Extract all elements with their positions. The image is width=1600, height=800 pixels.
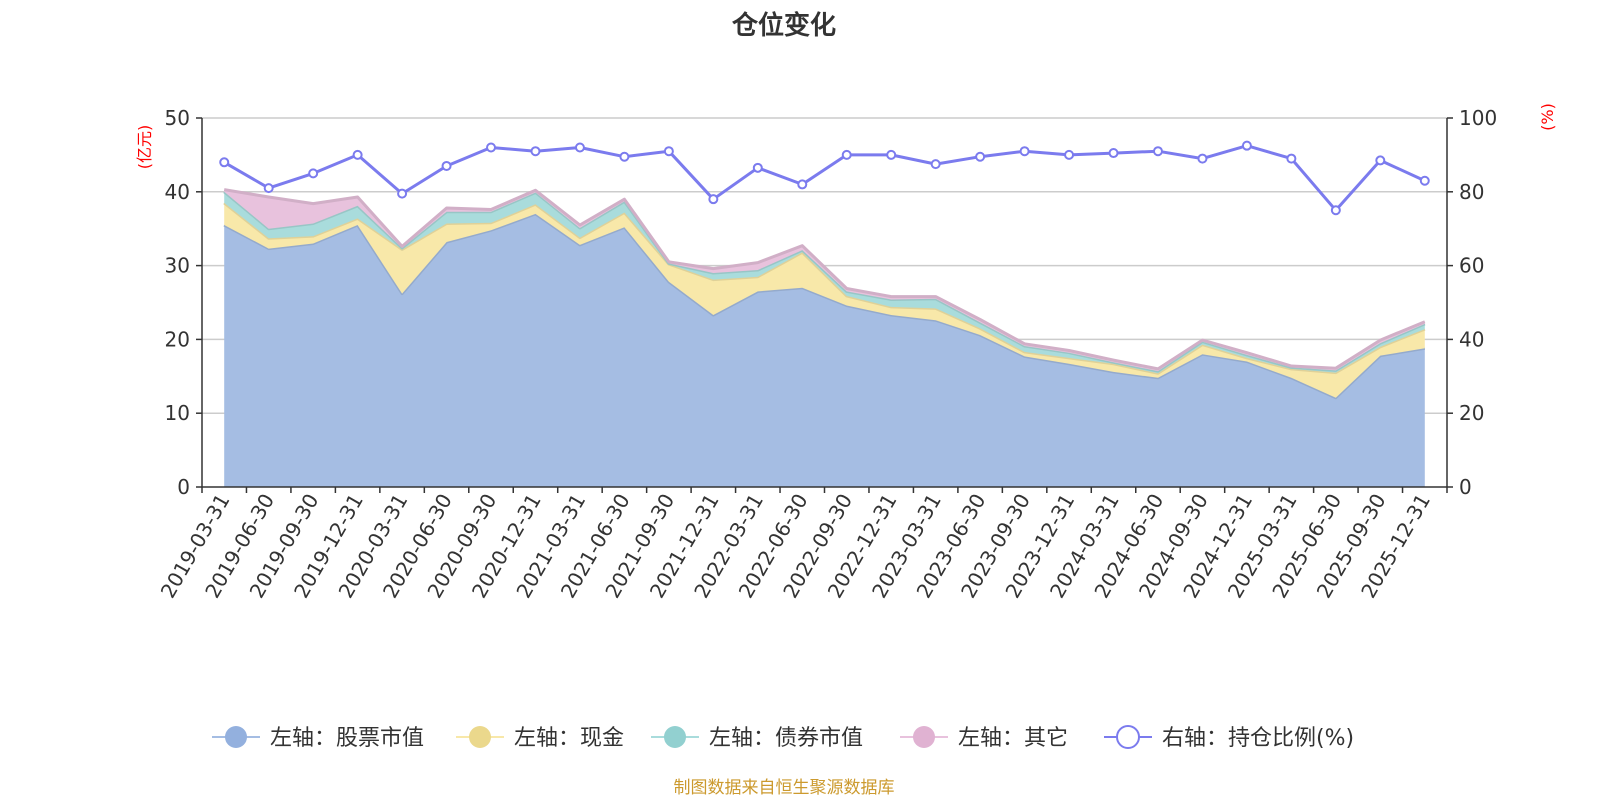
left-tick-label: 30 — [165, 254, 190, 278]
ratio-point — [219, 157, 230, 168]
ratio-line-path — [223, 144, 1426, 212]
legend: 左轴：股票市值 左轴：现金 左轴：债券市值 左轴：其它 右轴：持仓比例(%) — [212, 725, 1354, 751]
left-tick-label: 10 — [165, 401, 190, 425]
ratio-point — [663, 146, 674, 157]
legend-marker — [664, 726, 686, 748]
ratio-point — [752, 162, 763, 173]
stacked-areas — [223, 188, 1426, 487]
ratio-point — [1064, 149, 1075, 160]
legend-label: 左轴：股票市值 — [270, 726, 424, 751]
area-edge-左轴：其它 — [223, 188, 1426, 371]
ratio-point — [841, 149, 852, 160]
holding-ratio-line — [219, 140, 1430, 216]
ratio-point — [352, 149, 363, 160]
ratio-point — [619, 151, 630, 162]
legend-marker — [1116, 725, 1140, 749]
legend-label: 左轴：现金 — [514, 726, 624, 751]
ratio-point — [486, 142, 497, 153]
legend-label: 左轴：其它 — [958, 726, 1068, 751]
area-左轴：现金 — [224, 202, 1425, 398]
left-tick-label: 50 — [165, 106, 190, 130]
right-tick-label: 40 — [1459, 327, 1484, 351]
right-tick-label: 20 — [1459, 401, 1484, 425]
ratio-point — [1241, 140, 1252, 151]
ratio-point — [530, 146, 541, 157]
ratio-point — [1108, 148, 1119, 159]
ratio-point — [708, 194, 719, 205]
area-左轴：其它 — [224, 189, 1425, 372]
legend-label: 左轴：债券市值 — [709, 726, 863, 751]
area-左轴：股票市值 — [224, 213, 1425, 487]
legend-marker — [469, 726, 491, 748]
left-tick-label: 0 — [177, 475, 190, 499]
ratio-point — [886, 149, 897, 160]
ratio-point — [263, 183, 274, 194]
ratio-point — [574, 142, 585, 153]
left-tick-label: 20 — [165, 327, 190, 351]
ratio-point — [1375, 155, 1386, 166]
data-source-note: 制图数据来自恒生聚源数据库 — [674, 778, 895, 798]
right-axis-unit: (%) — [1538, 103, 1557, 131]
left-tick-label: 40 — [165, 180, 190, 204]
ratio-point — [930, 159, 941, 170]
ratio-point — [1330, 205, 1341, 216]
legend-marker — [225, 726, 247, 748]
ratio-point — [1152, 146, 1163, 157]
right-tick-label: 80 — [1459, 180, 1484, 204]
legend-label: 右轴：持仓比例(%) — [1162, 726, 1354, 751]
right-tick-label: 100 — [1459, 106, 1497, 130]
ratio-point — [1419, 175, 1430, 186]
ratio-point — [397, 188, 408, 199]
chart-title: 仓位变化 — [731, 10, 836, 41]
ratio-point — [1286, 153, 1297, 164]
ratio-point — [308, 168, 319, 179]
ratio-point — [441, 160, 452, 171]
right-tick-label: 0 — [1459, 475, 1472, 499]
right-tick-label: 60 — [1459, 254, 1484, 278]
ratio-point — [797, 179, 808, 190]
ratio-point — [1019, 146, 1030, 157]
ratio-point — [1197, 153, 1208, 164]
ratio-point — [975, 151, 986, 162]
left-axis-unit: (亿元) — [135, 125, 154, 170]
legend-marker — [913, 726, 935, 748]
